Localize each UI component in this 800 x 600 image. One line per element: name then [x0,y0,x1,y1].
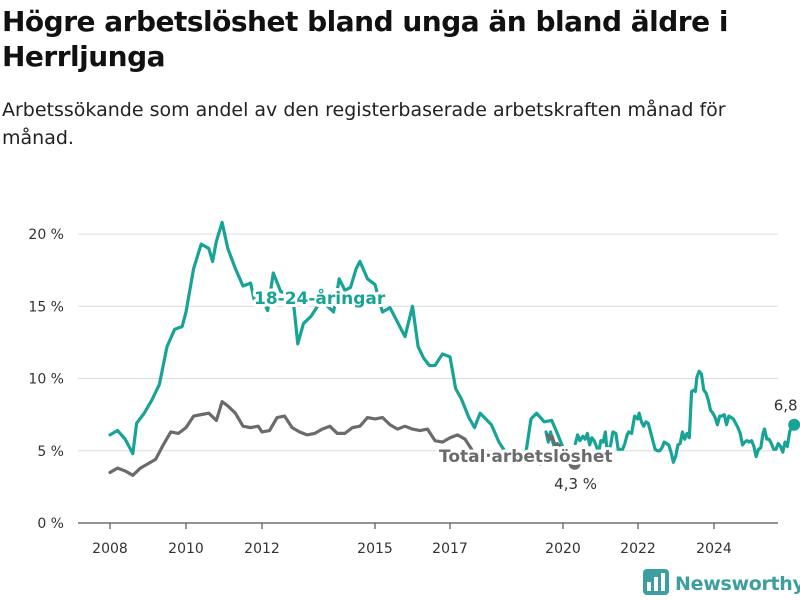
chart-subtitle: Arbetssökande som andel av den registerb… [2,99,726,149]
x-tick-label: 2015 [357,541,393,557]
y-tick-label: 20 % [28,227,64,243]
x-tick-label: 2017 [432,541,468,557]
total-series-label-halo: Total arbetslöshet [439,447,613,467]
x-axis: 2008 2010 2012 2015 2017 2020 2022 2024 [78,522,778,557]
youth-series-label: 18-24-åringar [254,287,386,309]
y-tick-label: 0 % [37,516,64,532]
gridlines: 0 % 5 % 10 % 15 % 20 % [28,227,778,532]
total-unemployment-line [108,400,543,477]
youth-unemployment-line [108,220,567,462]
newsworthy-chart-logo-icon [643,569,669,599]
x-tick-label: 2012 [244,541,280,557]
newsworthy-logo: Newsworthy [643,569,800,599]
x-tick-label: 2008 [92,541,128,557]
total-end-point [568,457,581,470]
newsworthy-wordmark: Newsworthy [675,573,800,595]
x-tick-label: 2020 [545,541,581,557]
series-labels: 6,8 %4,3 %18-24-åringar18-24-åringarTota… [251,284,800,493]
y-tick-label: 5 % [37,444,64,460]
chart-title: Högre arbetslöshet bland unga än bland ä… [2,5,728,73]
youth-series-label-halo: 18-24-åringar [254,287,386,309]
x-tick-label: 2022 [620,541,656,557]
series-lines [108,220,800,477]
y-tick-label: 15 % [28,299,64,315]
youth-end-point [788,418,800,431]
total-series-label: Total arbetslöshet [439,447,613,467]
total-unemployment-line [545,433,577,466]
youth-end-value-label: 6,8 % [774,397,800,415]
total-end-value-label: 4,3 % [554,475,597,493]
youth-unemployment-line [573,369,796,464]
y-tick-label: 10 % [28,372,64,388]
x-tick-label: 2024 [696,541,732,557]
x-tick-label: 2010 [168,541,204,557]
